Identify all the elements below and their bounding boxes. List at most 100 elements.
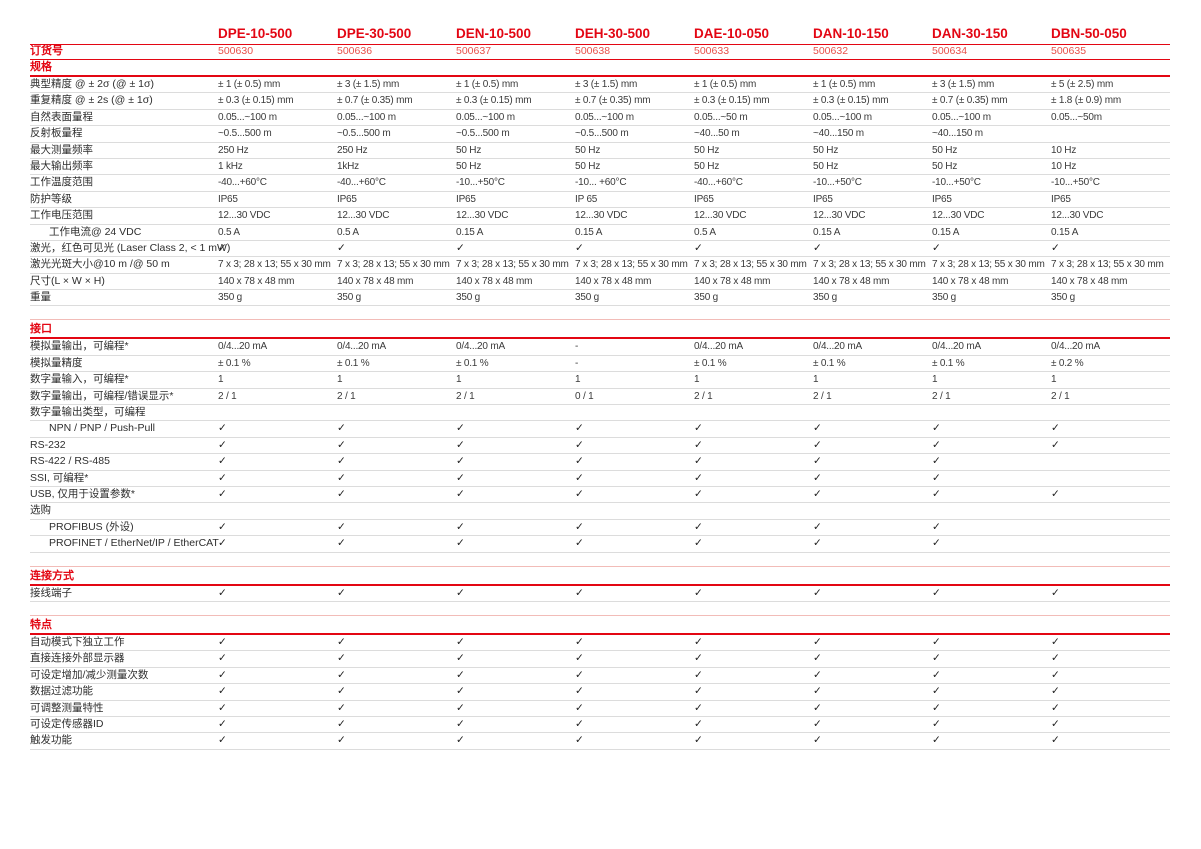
check-icon: ✓ [337,471,346,484]
section-title: 接口 [30,323,52,336]
cell-value: 7 x 3; 28 x 13; 55 x 30 mm [932,259,1045,271]
cell-value: ± 0.3 (± 0.15) mm [218,95,294,107]
cell-value: ~40...150 m [932,128,983,140]
cell-value: -40...+60°C [218,177,267,189]
check-icon: ✓ [456,438,465,451]
table-row: 反射板量程 ~0.5...500 m ~0.5...500 m ~0.5...500 … [30,126,1170,143]
cell-value: 350 g [218,292,243,304]
cell-value: 1 [575,374,581,386]
table-row: NPN / PNP / Push-Pull ✓ ✓ ✓ ✓ ✓ ✓ ✓ ✓ [30,421,1170,438]
cell-value [1051,405,1170,421]
check-icon: ✓ [337,422,346,435]
row-label: 最大测量频率 [30,143,93,156]
section-title: 特点 [30,618,52,631]
check-icon: ✓ [337,734,346,747]
check-icon: ✓ [1051,652,1060,665]
product-name: DBN-50-050 [1051,26,1127,41]
cell-value: 7 x 3; 28 x 13; 55 x 30 mm [337,259,450,271]
check-icon: ✓ [456,652,465,665]
cell-value: ~0.5...500 m [456,128,510,140]
check-icon: ✓ [932,685,941,698]
check-icon: ✓ [813,422,822,435]
product-name: DAE-10-050 [694,26,770,41]
cell-value: 1 [456,374,462,386]
cell-value: 140 x 78 x 48 mm [1051,275,1128,287]
table-row: 最大输出频率 1 kHz 1kHz 50 Hz 50 Hz 50 Hz 50 Hz 50 Hz… [30,159,1170,176]
cell-value [337,405,456,421]
cell-value: 7 x 3; 28 x 13; 55 x 30 mm [1051,259,1164,271]
cell-value: 0.15 A [1051,226,1079,238]
row-label: 模拟量精度 [30,356,83,369]
check-icon: ✓ [813,685,822,698]
cell-value: ± 1 (± 0.5) mm [218,79,281,90]
cell-value: 10 Hz [1051,160,1077,172]
check-icon: ✓ [456,520,465,533]
cell-value: 7 x 3; 28 x 13; 55 x 30 mm [813,259,926,271]
cell-value: 2 / 1 [1051,390,1070,402]
check-icon: ✓ [1051,734,1060,747]
cell-value: 1kHz [337,160,359,172]
check-icon: ✓ [932,717,941,730]
cell-value: 350 g [1051,292,1076,304]
check-icon: ✓ [456,701,465,714]
check-icon: ✓ [218,717,227,730]
table-row: 尺寸(L × W × H) 140 x 78 x 48 mm 140 x 78 x … [30,274,1170,291]
cell-value: 2 / 1 [456,390,475,402]
row-label: 防护等级 [30,192,72,205]
cell-value: 50 Hz [575,160,601,172]
row-label: 重量 [30,291,51,304]
check-icon: ✓ [932,471,941,484]
table-row: 数字量输出，可编程/错误显示* 2 / 1 2 / 1 2 / 1 0 / 1 2 / 1… [30,389,1170,406]
check-icon: ✓ [575,701,584,714]
row-label: 反射板量程 [30,127,83,140]
check-icon: ✓ [813,537,822,550]
row-label: 模拟量输出，可编程* [30,340,129,353]
cell-value: 350 g [575,292,600,304]
cell-value: ± 3 (± 1.5) mm [932,79,995,90]
row-label: 尺寸(L × W × H) [30,274,105,287]
check-icon: ✓ [218,635,227,648]
check-icon: ✓ [694,685,703,698]
check-icon: ✓ [813,487,822,500]
cell-value: 12...30 VDC [337,210,390,222]
cell-value: 0.05...~50m [1051,111,1102,123]
cell-value [1051,520,1170,536]
table-row: 重量 350 g 350 g 350 g 350 g 350 g 350 g 350 g 350… [30,290,1170,307]
cell-value: 140 x 78 x 48 mm [932,275,1009,287]
cell-value [694,503,813,519]
check-icon: ✓ [932,537,941,550]
cell-value: 7 x 3; 28 x 13; 55 x 30 mm [218,259,331,271]
row-label: 可调整测量特性 [30,701,104,714]
check-icon: ✓ [932,635,941,648]
row-label: SSI, 可编程* [30,471,89,484]
order-row-label: 订货号 [30,45,63,57]
cell-value: ± 0.1 % [218,357,251,369]
cell-value: -40...+60°C [337,177,386,189]
check-icon: ✓ [813,635,822,648]
cell-value: 1 kHz [218,160,243,172]
check-icon: ✓ [456,685,465,698]
cell-value [813,405,932,421]
table-row: 直接连接外部显示器 ✓ ✓ ✓ ✓ ✓ ✓ ✓ ✓ [30,651,1170,668]
cell-value: IP65 [337,193,357,205]
check-icon: ✓ [575,635,584,648]
check-icon: ✓ [218,471,227,484]
check-icon: ✓ [337,701,346,714]
cell-value [813,503,932,519]
cell-value: -10...+50°C [813,177,862,189]
table-row: 激光光斑大小@10 m /@ 50 m 7 x 3; 28 x 13; 55 x … [30,257,1170,274]
cell-value: 12...30 VDC [932,210,985,222]
cell-value: 2 / 1 [694,390,713,402]
check-icon: ✓ [337,487,346,500]
cell-value: ± 0.3 (± 0.15) mm [456,95,532,107]
check-icon: ✓ [218,701,227,714]
cell-value: 250 Hz [218,144,249,156]
cell-value: 50 Hz [932,144,958,156]
cell-value: 50 Hz [694,160,720,172]
cell-value: 0.5 A [337,226,359,238]
product-name: DEN-10-500 [456,26,532,41]
row-label: 选购 [30,504,51,517]
check-icon: ✓ [694,586,703,599]
cell-value: ± 3 (± 1.5) mm [337,79,400,90]
